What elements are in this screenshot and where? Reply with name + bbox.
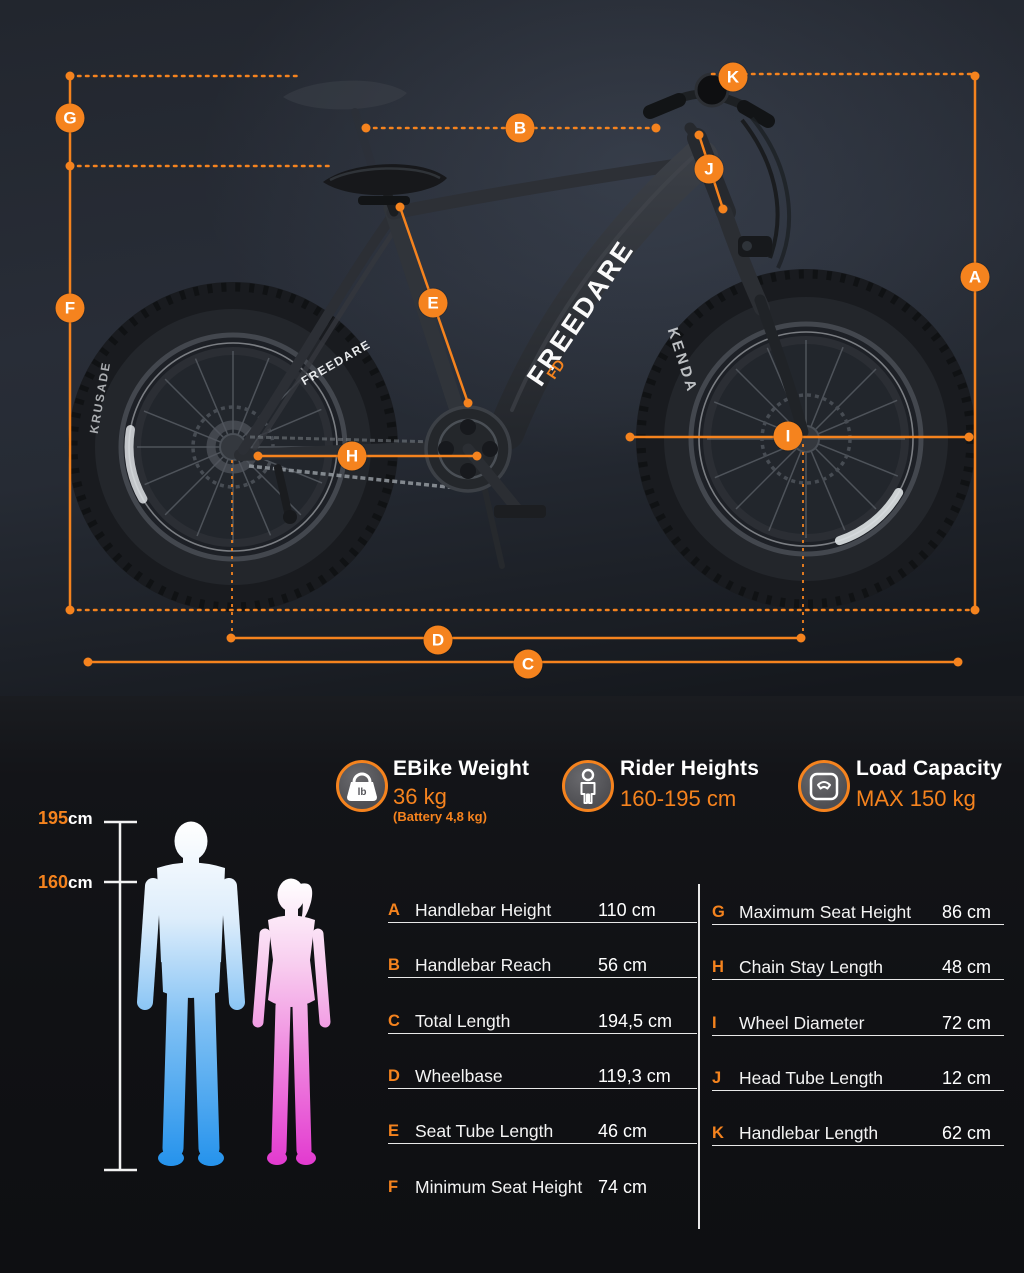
spec-row: D Wheelbase 119,3 cm: [388, 1063, 697, 1089]
spec-section: lb EBike Weight 36 kg (Battery 4,8 kg) R…: [0, 696, 1024, 1273]
rider-icon: [562, 760, 614, 812]
scale-icon: [798, 760, 850, 812]
dimension-badge-J: J: [694, 154, 724, 184]
weight-icon: lb: [336, 760, 388, 812]
dimension-badge-B: B: [505, 113, 535, 143]
dimension-badge-H: H: [337, 441, 367, 471]
spec-row: F Minimum Seat Height 74 cm: [388, 1177, 648, 1197]
drivetrain: [248, 405, 546, 569]
bike-illustration: KRUSADE KENDA: [68, 72, 976, 612]
spec-row: B Handlebar Reach 56 cm: [388, 952, 697, 978]
dimension-badge-E: E: [418, 288, 448, 318]
spec-row: E Seat Tube Length 46 cm: [388, 1118, 697, 1144]
dimension-badge-C: C: [513, 649, 543, 679]
rider-height-figure: [104, 820, 331, 1172]
spec-row: G Maximum Seat Height 86 cm: [712, 899, 1004, 925]
svg-text:lb: lb: [358, 787, 367, 798]
height-label-min: 160cm: [38, 872, 93, 892]
summary-value: 36 kg: [393, 784, 447, 809]
bike-dimension-diagram: KRUSADE KENDA: [0, 0, 1024, 696]
measurement-lines: [65, 71, 980, 667]
height-ruler: [104, 820, 137, 1172]
summary-title: Rider Heights: [620, 757, 760, 780]
summary-title: EBike Weight: [393, 757, 530, 780]
spec-row: H Chain Stay Length 48 cm: [712, 954, 1004, 980]
front-wheel: KENDA: [636, 269, 976, 609]
spec-row: A Handlebar Height 110 cm: [388, 897, 697, 923]
summary-value: MAX 150 kg: [856, 786, 976, 811]
summary-note: (Battery 4,8 kg): [393, 809, 487, 824]
dimension-badge-F: F: [55, 293, 85, 323]
dimension-badge-K: K: [718, 62, 748, 92]
dimension-badge-I: I: [773, 421, 803, 451]
dimension-badge-D: D: [423, 625, 453, 655]
spec-row: J Head Tube Length 12 cm: [712, 1065, 1004, 1091]
summary-value: 160-195 cm: [620, 786, 737, 811]
female-silhouette: [252, 878, 331, 1165]
dimension-badge-A: A: [960, 262, 990, 292]
spec-row: C Total Length 194,5 cm: [388, 1008, 697, 1034]
spec-row: I Wheel Diameter 72 cm: [712, 1010, 1004, 1036]
height-label-max: 195cm: [38, 808, 93, 828]
dimension-badge-G: G: [55, 103, 85, 133]
summary-title: Load Capacity: [856, 757, 1003, 780]
male-silhouette: [137, 821, 245, 1166]
table-column-divider: [698, 884, 700, 1229]
raised-saddle-ghost: [283, 80, 407, 170]
spec-row: K Handlebar Length 62 cm: [712, 1120, 1004, 1146]
